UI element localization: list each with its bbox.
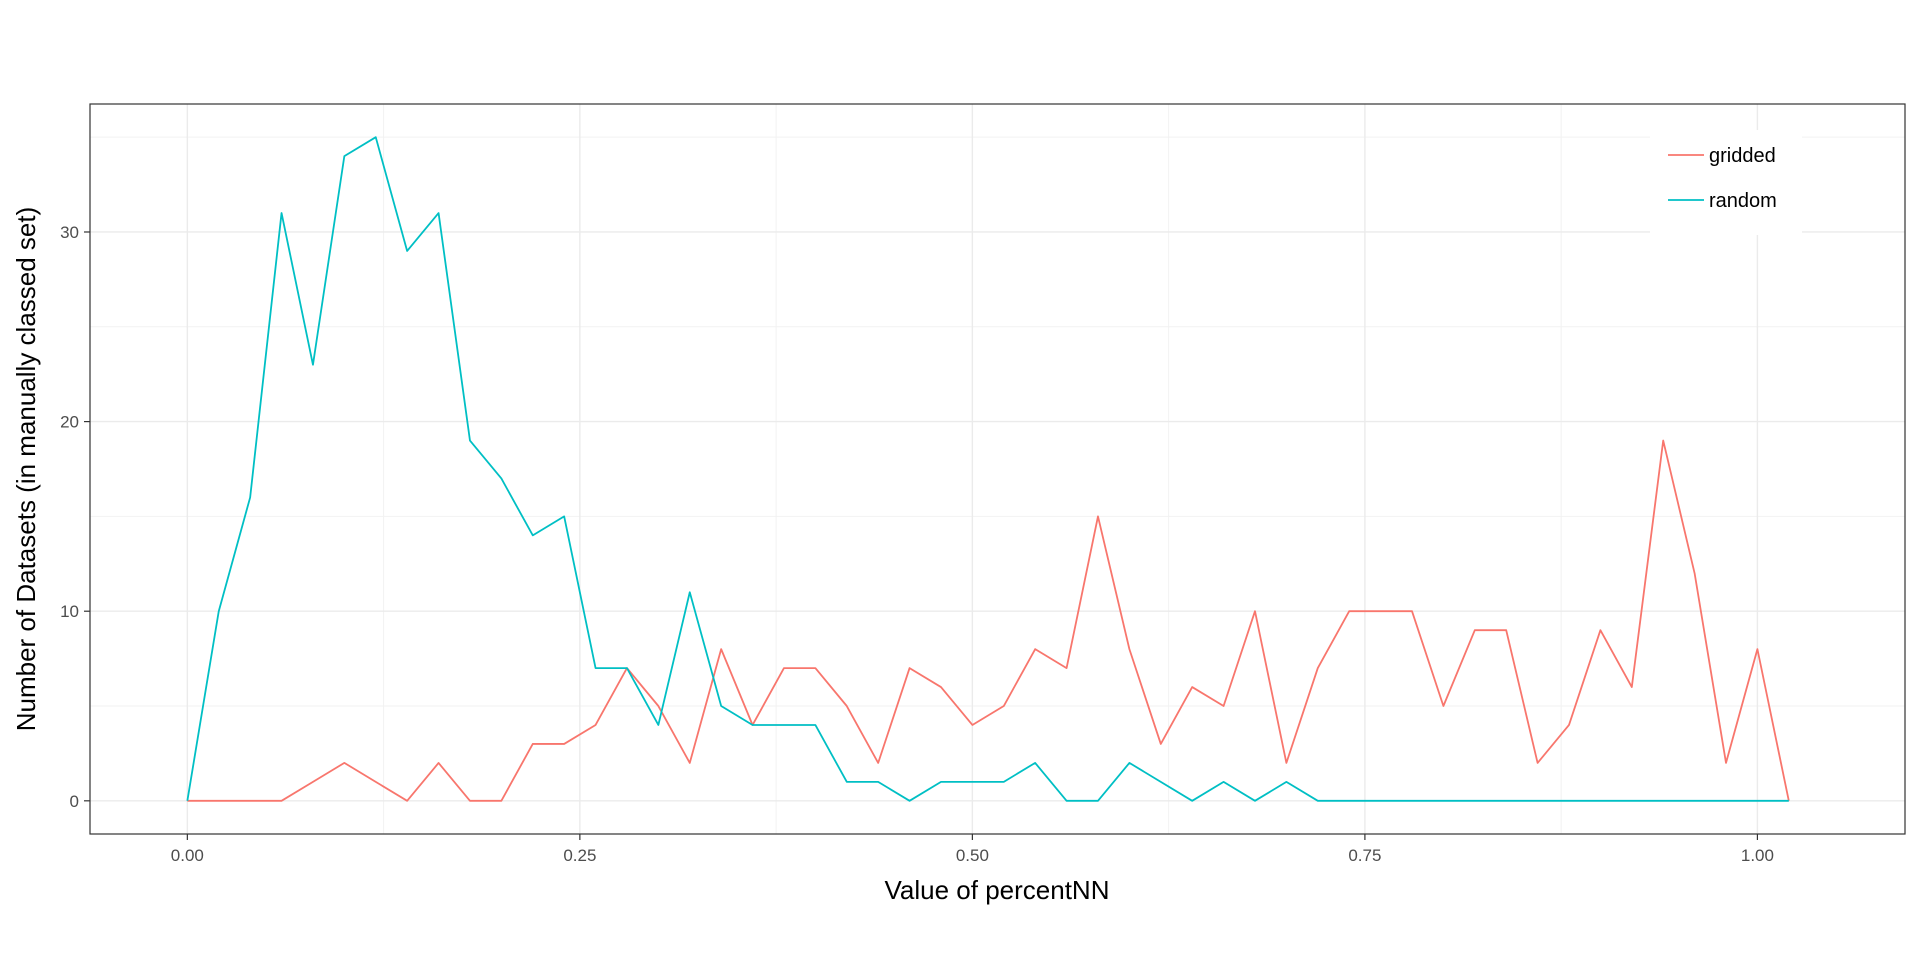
- x-tick-label: 0.75: [1348, 846, 1381, 865]
- y-axis: 0 10 20 30: [60, 223, 90, 811]
- x-axis-title: Value of percentNN: [885, 875, 1110, 905]
- legend-label-gridded: gridded: [1709, 145, 1776, 167]
- x-tick-label: 1.00: [1741, 846, 1774, 865]
- y-tick-label: 20: [60, 413, 79, 432]
- plot-border: [89, 103, 1906, 835]
- x-tick-label: 0.00: [171, 846, 204, 865]
- y-tick-label: 0: [70, 792, 79, 811]
- legend-label-random: random: [1709, 190, 1777, 212]
- series-lines: [186, 136, 1790, 802]
- plot-background: [90, 104, 1905, 834]
- series-line-gridded: [187, 439, 1790, 802]
- series-line-random: [186, 136, 1789, 802]
- y-tick-label: 30: [60, 223, 79, 242]
- x-tick-label: 0.50: [956, 846, 989, 865]
- minor-gridlines: [90, 104, 1905, 834]
- legend: gridded random: [1650, 130, 1802, 235]
- x-tick-label: 0.25: [563, 846, 596, 865]
- y-tick-label: 10: [60, 602, 79, 621]
- y-axis-title: Number of Datasets (in manually classed …: [11, 207, 41, 732]
- legend-background: [1650, 130, 1802, 235]
- x-axis: 0.00 0.25 0.50 0.75 1.00: [171, 834, 1774, 865]
